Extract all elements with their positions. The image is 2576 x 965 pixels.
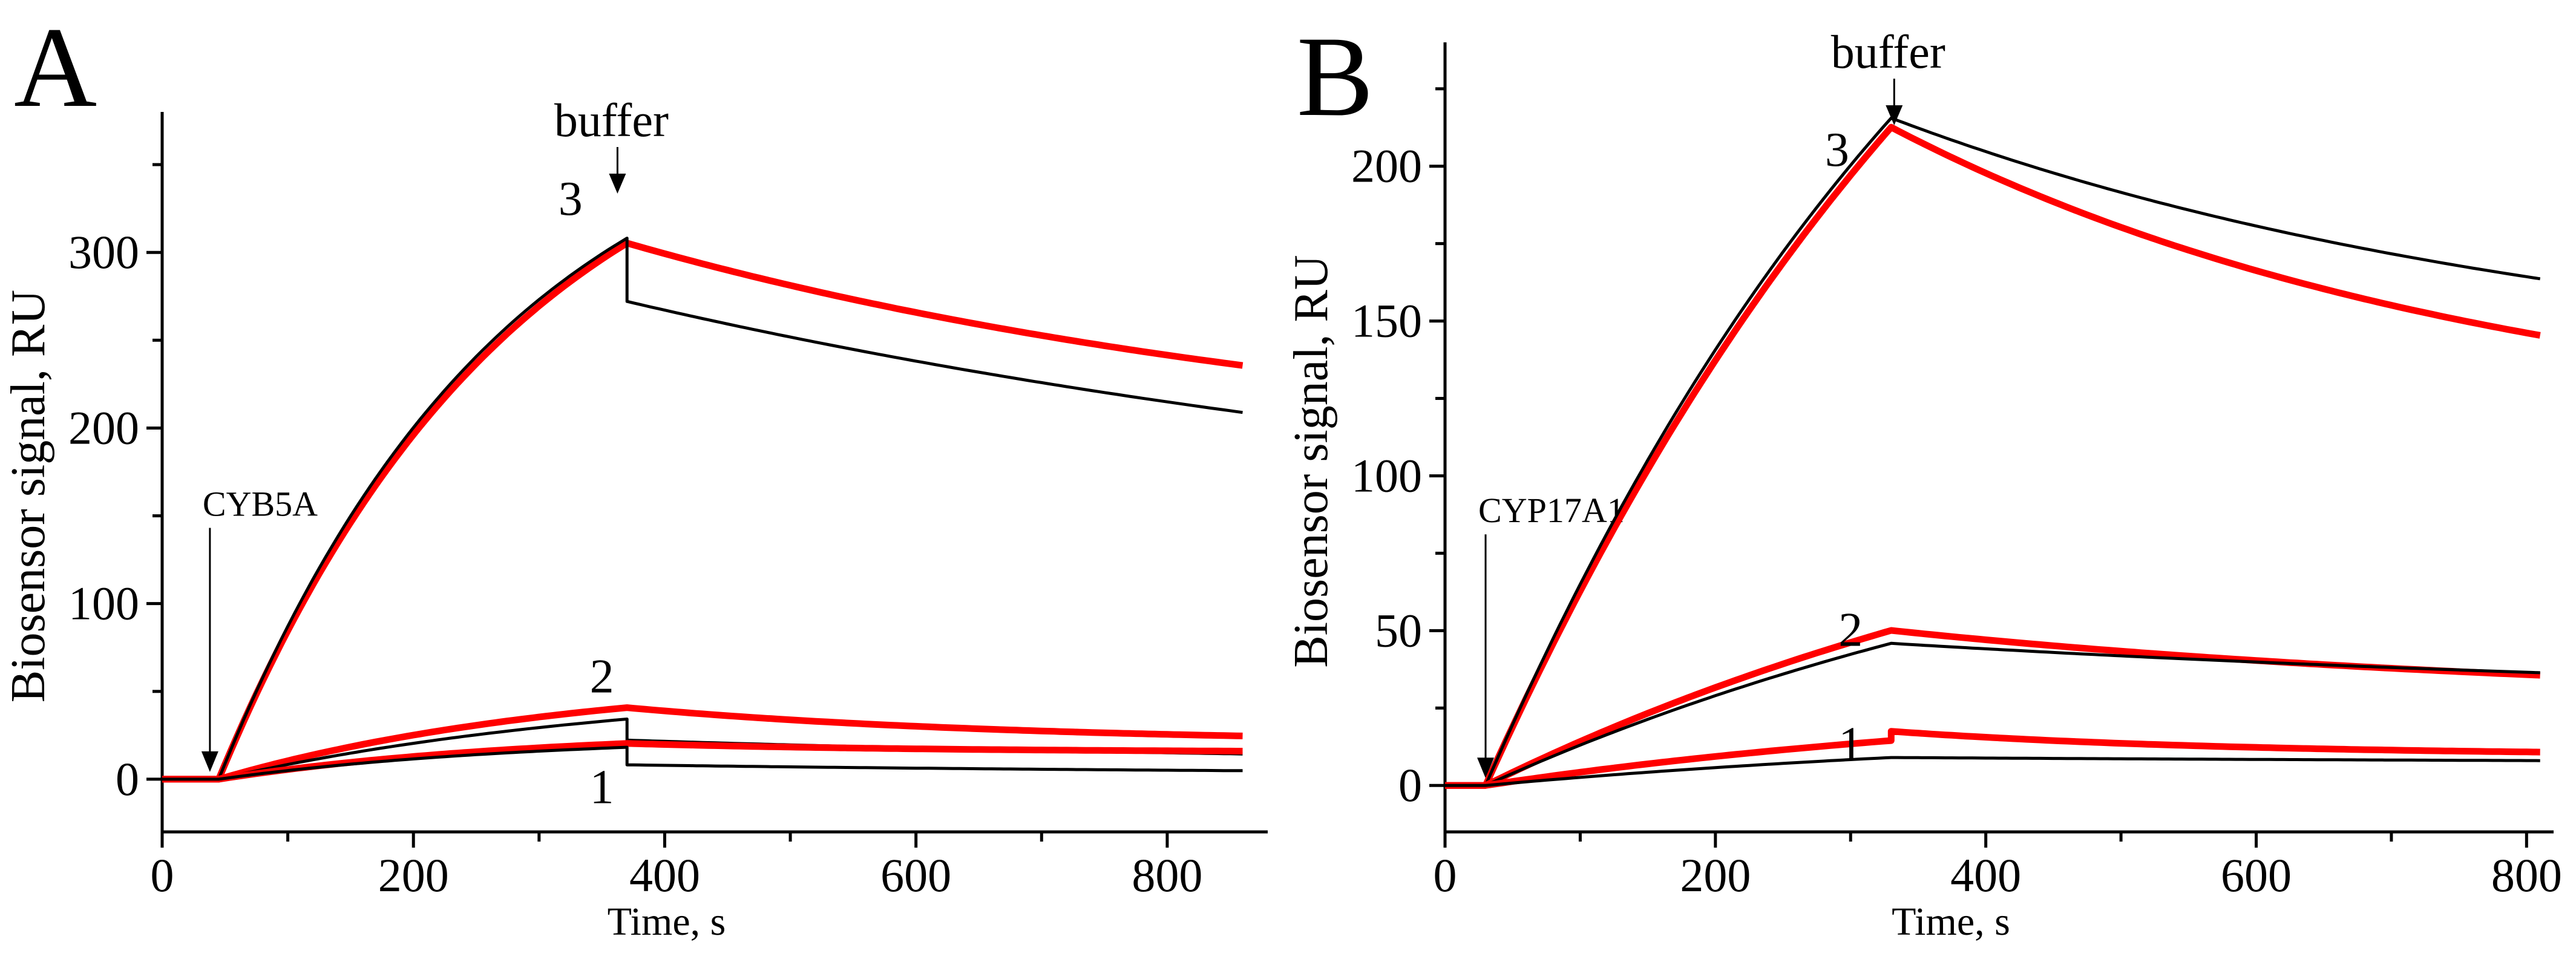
x-tick-label: 0 — [1434, 849, 1457, 901]
series-1-experimental-line — [1445, 728, 2540, 789]
y-tick-label: 200 — [68, 401, 139, 454]
buffer-arrow-head — [1886, 105, 1903, 125]
injection-label: CYP17A1 — [1478, 491, 1625, 530]
panel-a: 0 200 400 600 800 0 100 200 300 Time, s Biosensor … — [2, 4, 1268, 944]
y-tick-label: 300 — [68, 226, 139, 278]
curve-label-1: 1 — [1838, 718, 1863, 771]
x-tick-label: 400 — [629, 849, 700, 901]
curve-label-2: 2 — [1838, 603, 1863, 656]
x-tick-label: 200 — [378, 849, 449, 901]
y-tick-label: 0 — [1398, 759, 1422, 811]
curve-label-3: 3 — [559, 172, 583, 226]
buffer-arrow-head — [609, 174, 626, 194]
injection-arrow-head — [201, 751, 218, 772]
panel-b: 0 200 400 600 800 0 50 100 150 200 Time, s Biosenso… — [1285, 13, 2562, 944]
y-tick-label: 200 — [1351, 140, 1422, 192]
x-axis-label: Time, s — [1892, 900, 2010, 944]
series-3-fit-line — [1445, 116, 2541, 787]
y-axis-label: Biosensor signal, RU — [2, 290, 55, 702]
series-1-fit-line — [162, 745, 1243, 781]
y-tick-label: 100 — [68, 577, 139, 630]
y-tick-label: 50 — [1375, 604, 1422, 656]
series-2-fit-line — [1445, 641, 2540, 787]
series-3-experimental-line — [1445, 123, 2541, 789]
series-2-experimental-line — [1445, 627, 2540, 789]
buffer-label: buffer — [1831, 25, 1945, 78]
series-1-fit-line — [1445, 756, 2540, 787]
x-tick-label: 400 — [1950, 849, 2021, 901]
injection-arrow-head — [1477, 757, 1495, 779]
curve-label-1: 1 — [590, 761, 614, 814]
x-tick-label: 0 — [151, 849, 174, 901]
x-tick-label: 600 — [880, 849, 951, 901]
panel-label: A — [14, 4, 97, 131]
y-tick-label: 100 — [1351, 449, 1422, 502]
x-tick-label: 200 — [1680, 849, 1751, 901]
series-3-experimental-line — [162, 240, 1244, 783]
x-tick-label: 800 — [2491, 849, 2562, 901]
panel-label: B — [1297, 13, 1374, 140]
y-tick-label: 150 — [1351, 295, 1422, 347]
series-2-experimental-line — [162, 704, 1243, 783]
series-3-fit-line — [162, 237, 1243, 781]
buffer-label: buffer — [554, 94, 669, 146]
x-axis-label: Time, s — [608, 900, 726, 944]
curve-label-3: 3 — [1825, 123, 1849, 177]
injection-label: CYB5A — [203, 485, 318, 524]
x-tick-label: 600 — [2221, 849, 2292, 901]
y-tick-label: 0 — [116, 753, 139, 805]
y-axis-label: Biosensor signal, RU — [1285, 255, 1338, 667]
x-tick-label: 800 — [1132, 849, 1202, 901]
series-1-experimental-line — [162, 740, 1243, 783]
curve-label-2: 2 — [590, 650, 614, 704]
